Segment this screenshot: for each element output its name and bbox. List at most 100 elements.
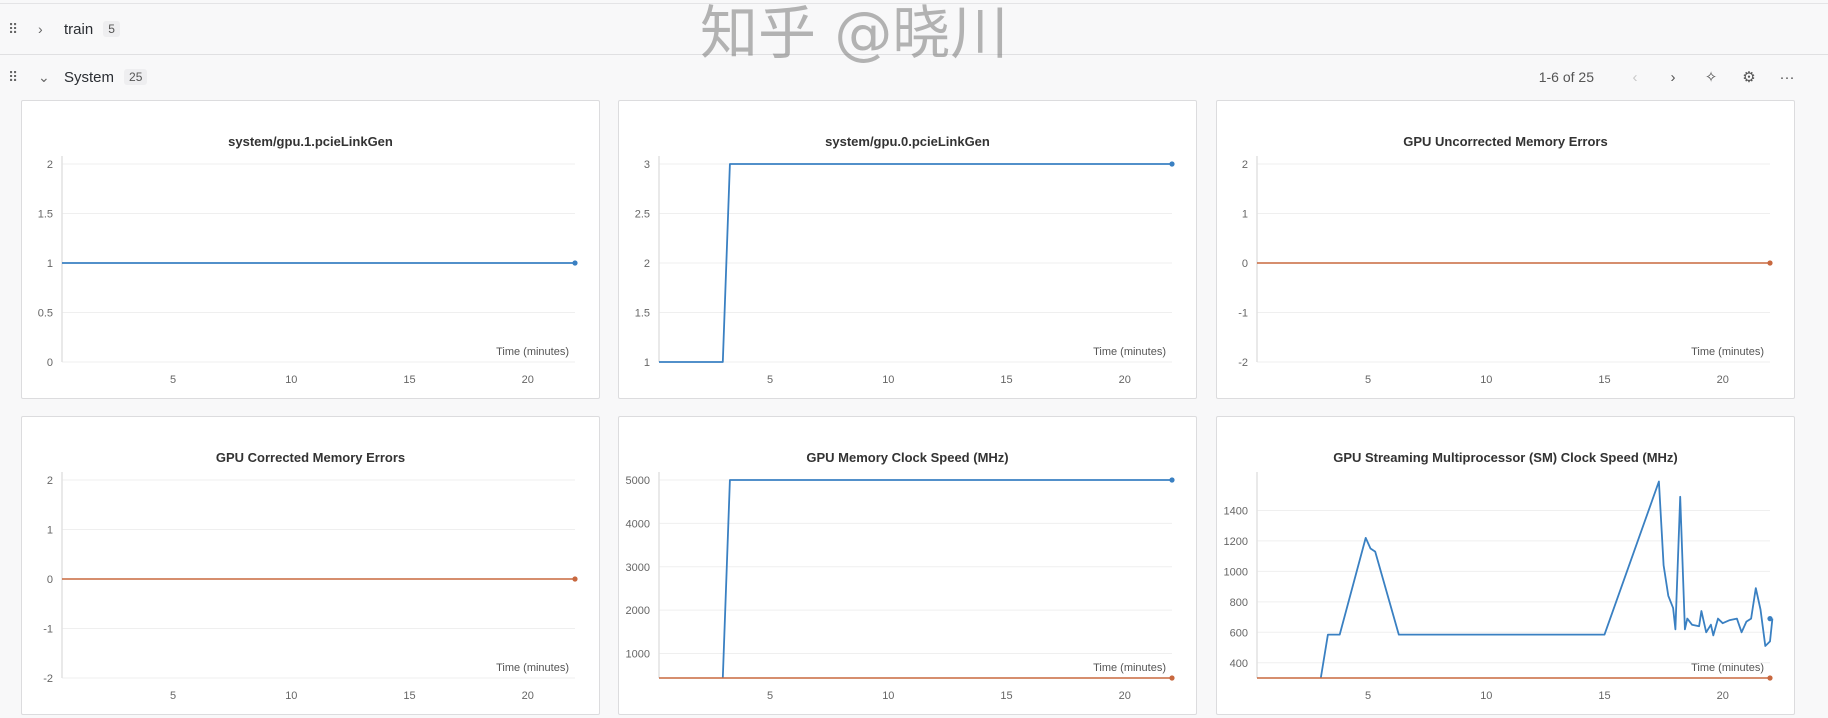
y-tick-label: -2 — [43, 673, 53, 685]
x-tick-label: 10 — [285, 374, 297, 386]
series-end-point — [572, 576, 578, 582]
series-end-point — [1169, 161, 1175, 167]
x-tick-label: 15 — [1598, 374, 1610, 386]
y-tick-label: 2 — [644, 258, 650, 270]
section-count-badge: 5 — [103, 21, 120, 37]
y-tick-label: 1.5 — [635, 308, 650, 320]
chart-title: system/gpu.0.pcieLinkGen — [825, 134, 990, 149]
chart-title: GPU Streaming Multiprocessor (SM) Clock … — [1333, 450, 1678, 465]
y-tick-label: 1 — [1242, 209, 1248, 221]
y-tick-label: 1 — [47, 258, 53, 270]
y-tick-label: 1400 — [1224, 505, 1248, 517]
x-tick-label: 20 — [1717, 690, 1729, 702]
x-tick-label: 15 — [1598, 690, 1610, 702]
section-train[interactable]: ⠿ › train 5 — [0, 3, 1828, 55]
drag-handle-icon[interactable]: ⠿ — [8, 68, 18, 85]
chart-panel[interactable]: GPU Corrected Memory Errors Time (minutes… — [21, 416, 600, 715]
section-system[interactable]: ⠿ ⌄ System 25 1-6 of 25 ‹ › ✧ ⚙ ··· — [0, 52, 1828, 102]
x-tick-label: 10 — [285, 690, 297, 702]
chart-title: GPU Corrected Memory Errors — [215, 450, 406, 465]
y-tick-label: 1200 — [1224, 536, 1248, 548]
x-tick-label: 5 — [1365, 690, 1371, 702]
x-tick-label: 10 — [1480, 374, 1492, 386]
x-axis-label: Time (minutes) — [496, 662, 569, 674]
line-chart: -2 -1 0 1 2 5 10 15 20 — [43, 472, 578, 702]
x-tick-label: 15 — [1000, 374, 1012, 386]
section-title[interactable]: System — [64, 68, 115, 86]
line-chart: 1000 2000 3000 4000 5000 5 10 15 20 — [626, 472, 1175, 702]
y-tick-label: 0.5 — [38, 308, 53, 320]
x-tick-label: 10 — [1480, 690, 1492, 702]
section-toolbar: 1-6 of 25 ‹ › ✧ ⚙ ··· — [1539, 52, 1806, 102]
x-tick-label: 10 — [882, 374, 894, 386]
x-axis-label: Time (minutes) — [1691, 662, 1764, 674]
x-tick-label: 5 — [767, 374, 773, 386]
y-tick-label: 3000 — [626, 562, 650, 574]
y-tick-label: 1 — [47, 525, 53, 537]
chart-panel[interactable]: system/gpu.0.pcieLinkGen Time (minutes) 1 1… — [618, 100, 1197, 399]
section-count-badge: 25 — [124, 69, 148, 85]
x-tick-label: 15 — [403, 374, 415, 386]
section-title[interactable]: train — [64, 20, 94, 38]
series-line — [721, 479, 1172, 679]
series-line — [1319, 480, 1774, 679]
line-chart: -2 -1 0 1 2 5 10 15 20 — [1238, 156, 1773, 386]
gear-icon[interactable]: ⚙ — [1742, 69, 1756, 86]
x-tick-label: 20 — [1119, 374, 1131, 386]
series-end-point — [1767, 260, 1773, 266]
y-tick-label: 2 — [47, 475, 53, 487]
chart-title: system/gpu.1.pcieLinkGen — [228, 134, 393, 149]
x-axis-label: Time (minutes) — [1691, 346, 1764, 358]
x-tick-label: 20 — [522, 374, 534, 386]
x-axis-label: Time (minutes) — [496, 346, 569, 358]
y-tick-label: 1 — [644, 357, 650, 369]
y-tick-label: 2 — [1242, 159, 1248, 171]
x-tick-label: 15 — [1000, 690, 1012, 702]
line-chart: 1 1.5 2 2.5 3 5 10 15 20 — [635, 156, 1175, 386]
series-end-point — [1767, 616, 1773, 622]
chart-panel[interactable]: system/gpu.1.pcieLinkGen Time (minutes) 0 0… — [21, 100, 600, 399]
y-tick-label: -1 — [43, 624, 53, 636]
x-tick-label: 15 — [403, 690, 415, 702]
chart-panel[interactable]: GPU Uncorrected Memory Errors Time (minut… — [1216, 100, 1795, 399]
y-tick-label: 0 — [47, 357, 53, 369]
x-tick-label: 5 — [170, 690, 176, 702]
chevron-right-icon[interactable]: › — [38, 21, 43, 37]
series-end-point — [1169, 477, 1175, 483]
series-line — [659, 163, 1172, 363]
y-tick-label: 2 — [47, 159, 53, 171]
x-tick-label: 20 — [522, 690, 534, 702]
chevron-right-icon[interactable]: › — [1670, 68, 1676, 86]
x-axis-label: Time (minutes) — [1093, 346, 1166, 358]
x-tick-label: 5 — [170, 374, 176, 386]
pin-icon[interactable]: ✧ — [1704, 69, 1718, 86]
chart-title: GPU Memory Clock Speed (MHz) — [806, 450, 1009, 465]
y-tick-label: -2 — [1238, 357, 1248, 369]
x-tick-label: 5 — [767, 690, 773, 702]
line-chart: 0 0.5 1 1.5 2 5 10 15 20 — [38, 156, 578, 386]
x-tick-label: 10 — [882, 690, 894, 702]
x-tick-label: 5 — [1365, 374, 1371, 386]
drag-handle-icon[interactable]: ⠿ — [8, 20, 18, 37]
line-chart: 400 600 800 1000 1200 1400 5 10 15 20 — [1224, 472, 1774, 702]
y-tick-label: -1 — [1238, 308, 1248, 320]
series-end-point — [572, 260, 578, 266]
x-tick-label: 20 — [1119, 690, 1131, 702]
y-tick-label: 400 — [1230, 658, 1248, 670]
series-end-point — [1767, 675, 1773, 681]
y-tick-label: 4000 — [626, 518, 650, 530]
y-tick-label: 0 — [1242, 258, 1248, 270]
chart-panel[interactable]: GPU Memory Clock Speed (MHz) Time (minute… — [618, 416, 1197, 715]
series-end-point — [1169, 675, 1175, 681]
y-tick-label: 800 — [1230, 597, 1248, 609]
chart-panel[interactable]: GPU Streaming Multiprocessor (SM) Clock … — [1216, 416, 1795, 715]
pagination-label: 1-6 of 25 — [1538, 69, 1594, 85]
y-tick-label: 1000 — [1224, 566, 1248, 578]
more-icon[interactable]: ··· — [1779, 68, 1795, 86]
y-tick-label: 600 — [1230, 627, 1248, 639]
chevron-left-icon[interactable]: ‹ — [1632, 68, 1638, 86]
chevron-down-icon[interactable]: ⌄ — [38, 68, 50, 85]
y-tick-label: 5000 — [626, 475, 650, 487]
y-tick-label: 1.5 — [38, 209, 53, 221]
y-tick-label: 2.5 — [635, 209, 650, 221]
